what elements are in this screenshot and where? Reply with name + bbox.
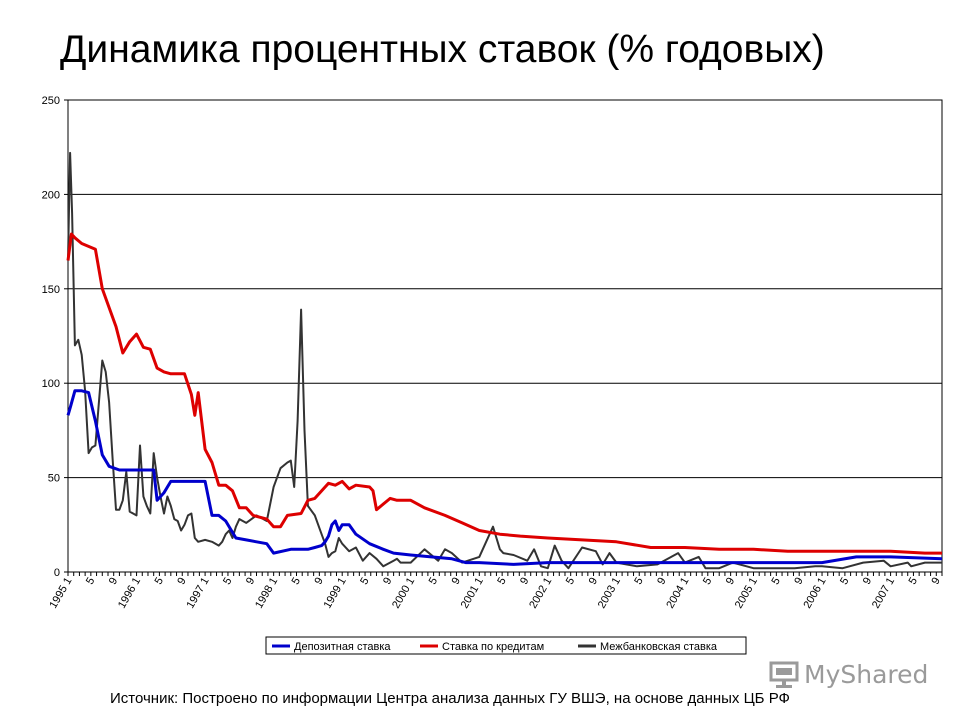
plot-area-frame [67, 99, 943, 573]
y-tick-label: 100 [42, 378, 60, 390]
x-tick-label: 9 [107, 576, 120, 587]
x-tick-label: 5 [358, 576, 371, 587]
x-tick-label: 5 [84, 576, 97, 587]
x-tick-label: 9 [312, 576, 325, 587]
x-tick-label: 5 [632, 576, 645, 587]
series-line-3 [67, 151, 942, 570]
x-tick-label: 9 [381, 576, 394, 587]
x-tick-label: 9 [244, 576, 257, 587]
x-tick-label: 9 [655, 576, 668, 587]
gridlines [68, 193, 942, 479]
x-tick-label: 9 [518, 576, 531, 587]
x-tick-label: 9 [587, 576, 600, 587]
series-lines [66, 151, 943, 570]
legend-label: Межбанковская ставка [600, 641, 718, 653]
x-tick-label: 9 [861, 576, 874, 587]
x-tick-label: 9 [450, 576, 463, 587]
legend-label: Ставка по кредитам [442, 641, 544, 653]
series-line-1 [66, 389, 943, 566]
x-tick-label: 2005 1 [733, 576, 760, 611]
page-title: Динамика процентных ставок (% годовых) [60, 28, 825, 71]
x-tick-label: 5 [907, 576, 920, 587]
x-tick-label: 2007 1 [870, 576, 897, 611]
legend: Депозитная ставка Ставка по кредитам Межба… [265, 636, 747, 655]
x-tick-label: 9 [724, 576, 737, 587]
watermark: MyShared [768, 656, 928, 692]
x-tick-label: 2002 1 [527, 576, 554, 611]
watermark-text: MyShared [804, 659, 929, 689]
y-tick-label: 150 [42, 284, 60, 296]
series-line-2 [66, 232, 942, 555]
y-tick-label: 250 [42, 95, 60, 107]
x-tick-label: 1996 1 [116, 576, 143, 611]
y-axis: 0 50 100 150 200 250 [42, 95, 68, 579]
x-tick-label: 5 [427, 576, 440, 587]
x-tick-label: 5 [701, 576, 714, 587]
presentation-icon [769, 661, 799, 688]
y-tick-label: 0 [54, 567, 60, 579]
x-tick-label: 1998 1 [253, 576, 280, 611]
source-note: Источник: Построено по информации Центра… [110, 690, 790, 707]
legend-frame [265, 636, 747, 655]
x-tick-label: 5 [769, 576, 782, 587]
x-tick-label: 2001 1 [459, 576, 486, 611]
x-tick-label: 9 [792, 576, 805, 587]
x-tick-label: 2004 1 [664, 576, 691, 611]
x-tick-label: 2003 1 [596, 576, 623, 611]
x-tick-label: 1999 1 [322, 576, 349, 611]
x-tick-label: 9 [929, 576, 942, 587]
x-tick-label: 1995 1 [47, 576, 74, 611]
x-tick-label: 5 [838, 576, 851, 587]
x-tick-label: 5 [290, 576, 303, 587]
x-tick-label: 5 [495, 576, 508, 587]
y-tick-label: 200 [42, 189, 60, 201]
x-tick-label: 9 [175, 576, 188, 587]
x-tick-label: 1997 1 [184, 576, 211, 611]
legend-label: Депозитная ставка [294, 641, 391, 653]
x-tick-label: 2006 1 [801, 576, 828, 611]
x-tick-label: 5 [564, 576, 577, 587]
x-tick-label: 5 [153, 576, 166, 587]
x-tick-label: 2000 1 [390, 576, 417, 611]
y-tick-label: 50 [48, 473, 60, 485]
x-tick-label: 5 [221, 576, 234, 587]
